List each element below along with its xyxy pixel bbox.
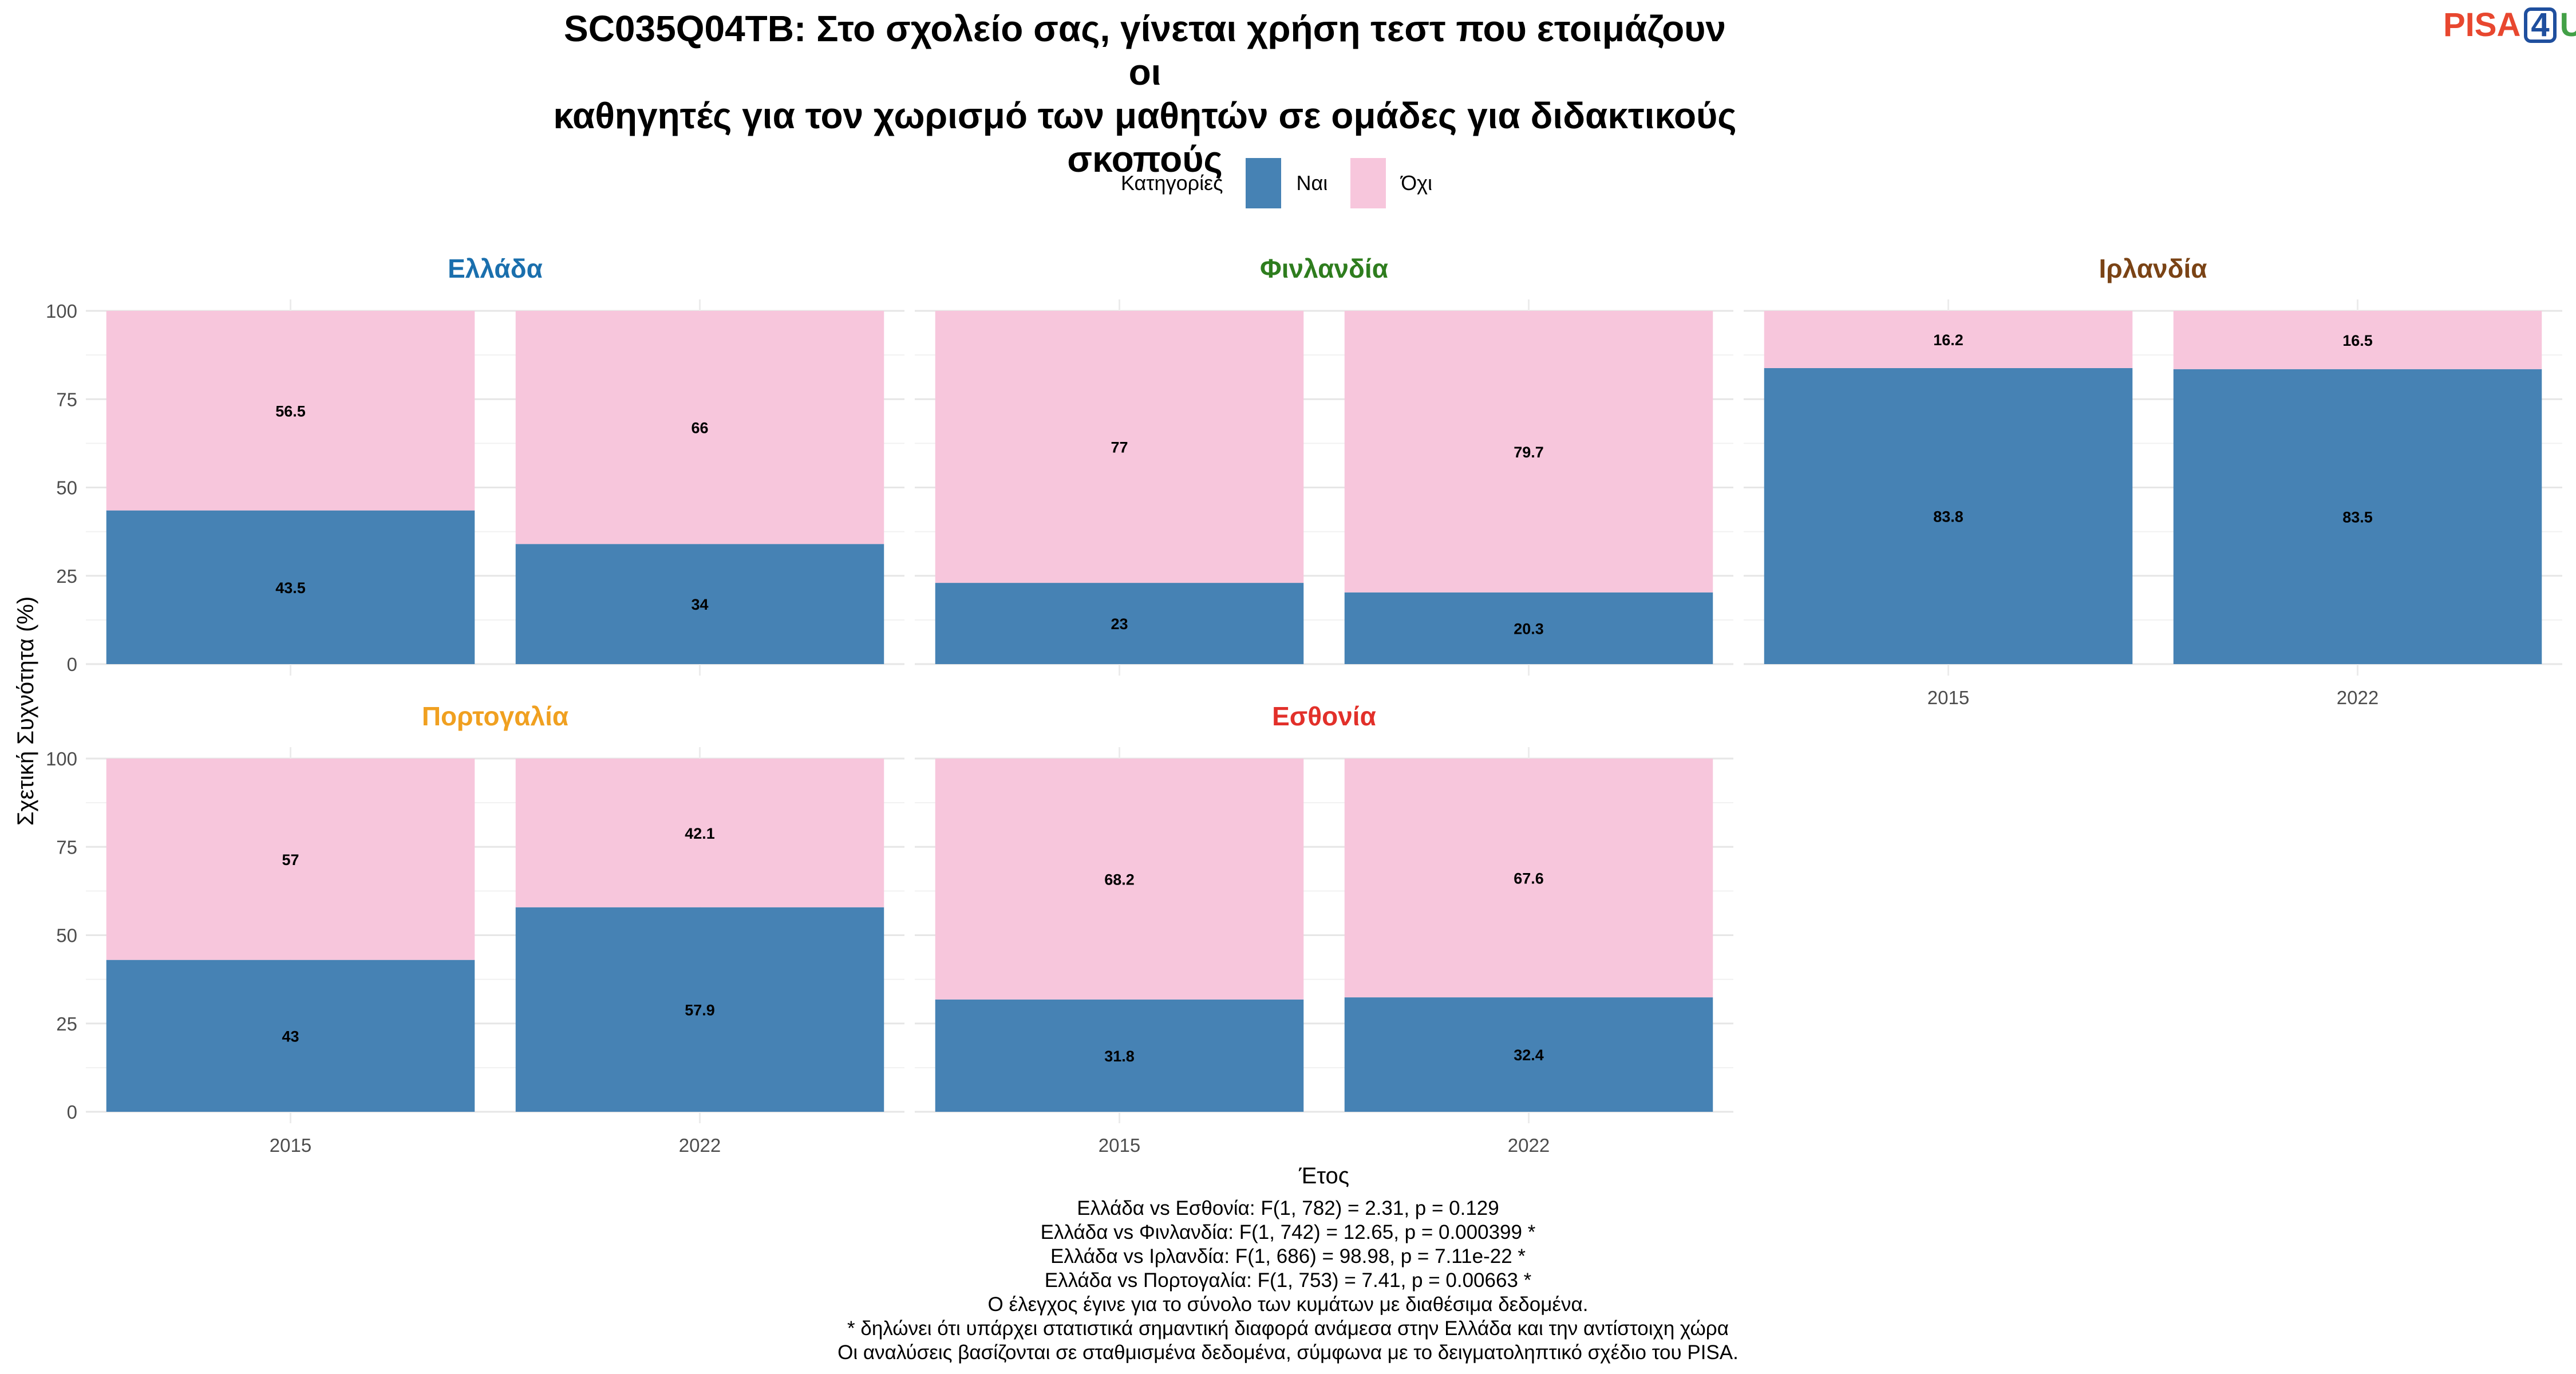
bar-no — [935, 311, 1304, 583]
legend: Κατηγορίες Ναι Όχι — [0, 155, 2576, 212]
bar-no — [106, 311, 475, 511]
pisa4u-logo: PISA 4 U — [2443, 5, 2576, 46]
data-label-no: 68.2 — [1104, 871, 1135, 888]
y-tick-label: 75 — [56, 389, 77, 410]
note-line: * δηλώνει ότι υπάρχει στατιστικά σημαντι… — [847, 1317, 1729, 1340]
note-line: Ελλάδα vs Πορτογαλία: F(1, 753) = 7.41, … — [1044, 1269, 1532, 1292]
title-line-1: SC035Q04TB: Στο σχολείο σας, γίνεται χρή… — [564, 8, 1726, 93]
bar-no — [1344, 311, 1713, 593]
data-label-no: 67.6 — [1514, 870, 1544, 887]
bar-no — [106, 759, 475, 960]
note-line: Οι αναλύσεις βασίζονται σε σταθμισμένα δ… — [837, 1341, 1739, 1364]
facet-title: Ελλάδα — [448, 254, 543, 283]
facet-title: Φινλανδία — [1260, 254, 1388, 283]
data-label-yes: 34 — [691, 596, 708, 613]
y-tick-label: 50 — [56, 925, 77, 946]
data-label-yes: 83.8 — [1933, 508, 1963, 525]
statistical-notes: Ελλάδα vs Εσθονία: F(1, 782) = 2.31, p =… — [0, 1197, 2576, 1365]
data-label-yes: 32.4 — [1514, 1047, 1544, 1064]
chart-title: SC035Q04TB: Στο σχολείο σας, γίνεται χρή… — [544, 7, 1746, 181]
note-line: Ο έλεγχος έγινε για το σύνολο των κυμάτω… — [987, 1293, 1589, 1316]
x-tick-label: 2022 — [2337, 687, 2379, 708]
bar-yes — [1764, 368, 2133, 664]
data-label-yes: 57.9 — [685, 1001, 715, 1018]
y-tick-label: 25 — [56, 566, 77, 587]
data-label-yes: 43 — [282, 1028, 299, 1045]
y-tick-label: 0 — [67, 1101, 77, 1123]
x-tick-label: 2015 — [1927, 687, 1969, 708]
bar-yes — [515, 907, 884, 1112]
data-label-yes: 31.8 — [1104, 1048, 1135, 1065]
bar-yes — [106, 510, 475, 664]
y-tick-label: 25 — [56, 1013, 77, 1035]
data-label-no: 77 — [1111, 439, 1128, 456]
facet-title: Εσθονία — [1272, 701, 1376, 731]
bar-yes — [2173, 369, 2542, 664]
x-tick-label: 2022 — [1508, 1135, 1550, 1156]
logo-part-pisa: PISA — [2443, 6, 2521, 44]
y-tick-label: 75 — [56, 836, 77, 858]
data-label-no: 66 — [691, 420, 708, 437]
bar-yes — [1344, 592, 1713, 664]
logo-part-4: 4 — [2524, 7, 2557, 43]
logo-part-u: U — [2559, 6, 2576, 44]
data-label-yes: 23 — [1111, 615, 1128, 633]
legend-key-yes — [1246, 158, 1282, 208]
facet-title: Ιρλανδία — [2099, 254, 2207, 283]
bar-no — [515, 759, 884, 907]
data-label-no: 16.2 — [1933, 331, 1963, 349]
y-tick-label: 50 — [56, 477, 77, 499]
legend-key-no — [1350, 158, 1386, 208]
bar-yes — [1344, 997, 1713, 1112]
title-line-2: καθηγητές για τον χωρισμό των μαθητών σε… — [553, 95, 1737, 136]
note-line: Ελλάδα vs Φινλανδία: F(1, 742) = 12.65, … — [1040, 1221, 1536, 1243]
bar-yes — [515, 544, 884, 664]
y-tick-label: 0 — [67, 654, 77, 675]
bar-no — [1764, 311, 2133, 368]
bar-no — [2173, 311, 2542, 369]
y-tick-label: 100 — [46, 748, 77, 769]
bar-no — [935, 759, 1304, 1000]
data-label-yes: 83.5 — [2342, 508, 2373, 526]
note-line: Ελλάδα vs Εσθονία: F(1, 782) = 2.31, p =… — [1077, 1197, 1499, 1219]
bar-yes — [935, 583, 1304, 664]
x-tick-label: 2015 — [1099, 1135, 1140, 1156]
legend-label-no: Όχι — [1401, 171, 1433, 195]
data-label-no: 16.5 — [2342, 332, 2373, 349]
x-tick-label: 2022 — [679, 1135, 721, 1156]
x-tick-label: 2015 — [270, 1135, 311, 1156]
data-label-no: 79.7 — [1514, 444, 1544, 461]
legend-title: Κατηγορίες — [1120, 171, 1223, 195]
legend-label-yes: Ναι — [1296, 171, 1328, 195]
bar-no — [1344, 759, 1713, 998]
data-label-no: 57 — [282, 851, 299, 868]
bar-yes — [106, 960, 475, 1112]
data-label-yes: 43.5 — [275, 579, 306, 597]
y-tick-label: 100 — [46, 301, 77, 322]
x-axis-title: Έτος — [1298, 1163, 1349, 1189]
bar-yes — [935, 999, 1304, 1112]
data-label-no: 42.1 — [685, 825, 715, 842]
facet-title: Πορτογαλία — [422, 701, 568, 731]
note-line: Ελλάδα vs Ιρλανδία: F(1, 686) = 98.98, p… — [1050, 1245, 1526, 1268]
bar-no — [515, 311, 884, 544]
data-label-no: 56.5 — [275, 402, 306, 420]
y-axis-title: Σχετική Συχνότητα (%) — [13, 597, 38, 826]
data-label-yes: 20.3 — [1514, 620, 1544, 637]
title-line-3: σκοπούς — [1067, 139, 1223, 180]
